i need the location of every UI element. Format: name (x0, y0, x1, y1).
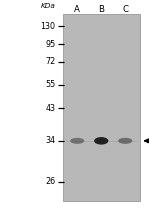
Text: B: B (98, 5, 104, 14)
Bar (63, 14, 140, 201)
Text: 55: 55 (45, 80, 56, 89)
Ellipse shape (118, 138, 132, 144)
Text: 26: 26 (45, 177, 56, 186)
Ellipse shape (94, 137, 108, 145)
Text: 43: 43 (45, 104, 56, 113)
Text: C: C (122, 5, 128, 14)
Ellipse shape (70, 138, 84, 144)
Text: 130: 130 (40, 22, 56, 31)
Text: KDa: KDa (41, 3, 56, 9)
Text: 95: 95 (45, 40, 56, 49)
Text: A: A (74, 5, 80, 14)
Text: 72: 72 (45, 57, 56, 66)
Text: 34: 34 (45, 136, 56, 145)
